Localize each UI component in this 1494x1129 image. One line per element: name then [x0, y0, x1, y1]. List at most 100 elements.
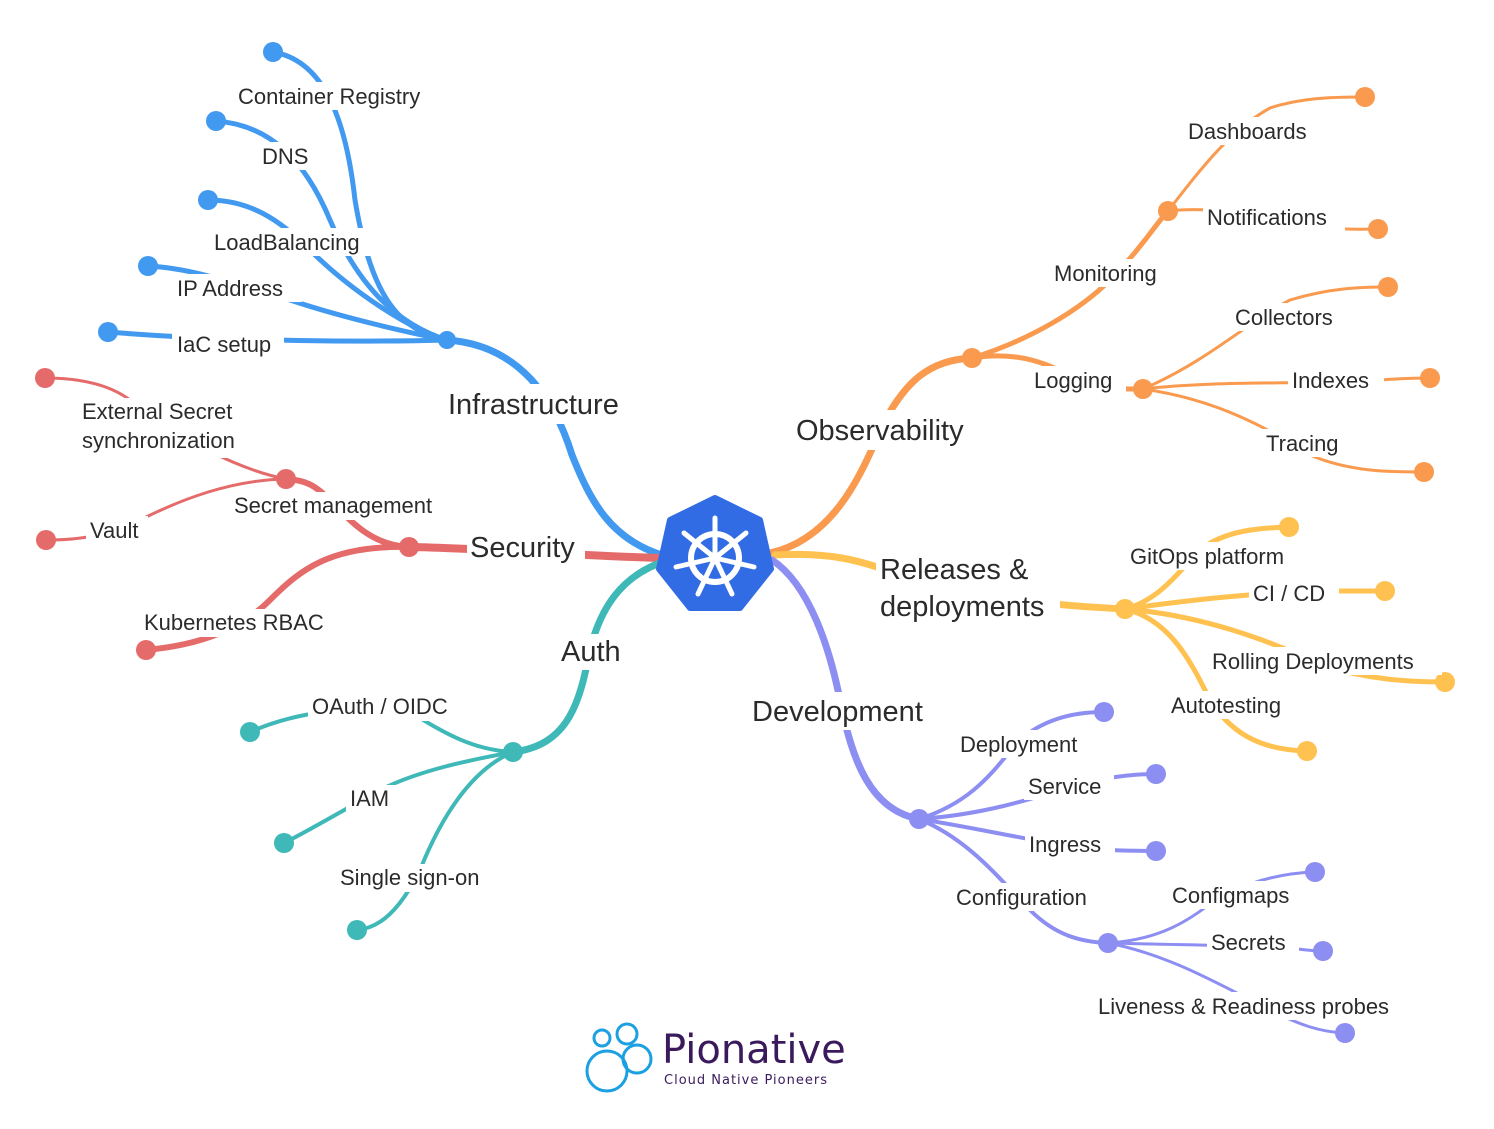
leaf-dot-configmaps[interactable]: [1305, 862, 1325, 882]
leaf-label-rbac[interactable]: Kubernetes RBAC: [144, 610, 324, 635]
branch-label-releases-line2[interactable]: deployments: [880, 591, 1044, 623]
label-bg-infrastructure: [444, 384, 636, 424]
branch-label-observability[interactable]: Observability: [796, 415, 964, 447]
node-dot-logging[interactable]: [1133, 379, 1153, 399]
leaf-label-dashboards[interactable]: Dashboards: [1188, 119, 1307, 144]
label-bg-configuration: [952, 883, 1106, 911]
leaf-label-indexes[interactable]: Indexes: [1292, 368, 1369, 393]
leaf-label-gitops[interactable]: GitOps platform: [1130, 544, 1284, 569]
leaf-label-oauth[interactable]: OAuth / OIDC: [312, 694, 448, 719]
edge-dashboards: [1166, 95, 1367, 213]
leaf-label-secrets[interactable]: Secrets: [1211, 930, 1286, 955]
leaf-dot-collectors[interactable]: [1378, 277, 1398, 297]
node-dot-releases[interactable]: [1115, 599, 1135, 619]
leaf-dot-rbac[interactable]: [136, 640, 156, 660]
leaf-dot-cicd[interactable]: [1375, 581, 1395, 601]
leaf-dot-dns[interactable]: [206, 111, 226, 131]
leaf-dot-indexes[interactable]: [1420, 368, 1440, 388]
branch-label-auth[interactable]: Auth: [561, 636, 621, 668]
leaf-label-dns[interactable]: DNS: [262, 144, 308, 169]
branch-label-infrastructure[interactable]: Infrastructure: [448, 389, 619, 421]
leaf-dot-dashboards[interactable]: [1355, 87, 1375, 107]
branch-label-security[interactable]: Security: [470, 532, 575, 564]
leaf-dot-vault[interactable]: [36, 530, 56, 550]
leaf-label-external-secret-line2[interactable]: synchronization: [82, 428, 235, 453]
label-bg-secret-management: [230, 492, 458, 520]
leaf-dot-gitops[interactable]: [1279, 517, 1299, 537]
leaf-label-external-secret-line1[interactable]: External Secret: [82, 399, 232, 424]
leaf-dot-oauth[interactable]: [240, 722, 260, 742]
leaf-dot-iam[interactable]: [274, 833, 294, 853]
leaf-dot-rolling[interactable]: [1435, 672, 1455, 692]
leaf-dot-loadbalancing[interactable]: [198, 190, 218, 210]
label-bg-dns: [258, 142, 320, 170]
leaf-label-probes[interactable]: Liveness & Readiness probes: [1098, 994, 1389, 1019]
leaf-label-cicd[interactable]: CI / CD: [1253, 581, 1325, 606]
edge-loadbalancing: [205, 197, 450, 343]
label-bg-iam: [346, 785, 398, 813]
leaf-label-loadbalancing[interactable]: LoadBalancing: [214, 230, 360, 255]
node-dot-security[interactable]: [399, 537, 419, 557]
leaf-label-vault[interactable]: Vault: [90, 518, 139, 543]
leaf-dot-secrets[interactable]: [1313, 941, 1333, 961]
leaf-dot-probes[interactable]: [1335, 1023, 1355, 1043]
leaf-label-deployment[interactable]: Deployment: [960, 732, 1077, 757]
label-bg-monitoring: [1050, 259, 1174, 287]
node-dot-development[interactable]: [909, 809, 929, 829]
label-bg-collectors: [1231, 303, 1349, 331]
leaf-dot-container-registry[interactable]: [263, 42, 283, 62]
leaf-label-autotesting[interactable]: Autotesting: [1171, 693, 1281, 718]
leaf-label-service[interactable]: Service: [1028, 774, 1101, 799]
leaf-dot-notifications[interactable]: [1368, 219, 1388, 239]
node-label-configuration[interactable]: Configuration: [956, 885, 1087, 910]
leaf-label-sso[interactable]: Single sign-on: [340, 865, 479, 890]
leaf-dot-service[interactable]: [1146, 764, 1166, 784]
node-label-monitoring[interactable]: Monitoring: [1054, 261, 1157, 286]
node-dot-infrastructure[interactable]: [438, 331, 456, 349]
edge-iac-setup: [105, 329, 450, 344]
leaf-label-iac-setup[interactable]: IaC setup: [177, 332, 271, 357]
leaf-label-tracing[interactable]: Tracing: [1266, 431, 1339, 456]
label-bg-service: [1024, 772, 1114, 800]
leaf-dot-external-secret[interactable]: [35, 368, 55, 388]
leaf-dot-ip-address[interactable]: [138, 256, 158, 276]
leaf-dot-ingress[interactable]: [1146, 841, 1166, 861]
leaf-label-notifications[interactable]: Notifications: [1207, 205, 1327, 230]
label-bg-sso: [336, 864, 500, 892]
node-label-secret-management[interactable]: Secret management: [234, 493, 432, 518]
node-label-logging[interactable]: Logging: [1034, 368, 1112, 393]
brand-name: Pionative: [662, 1027, 846, 1073]
leaf-dot-sso[interactable]: [347, 920, 367, 940]
node-dot-monitoring[interactable]: [1158, 201, 1178, 221]
leaf-label-ip-address[interactable]: IP Address: [177, 276, 283, 301]
branch-label-releases-line1[interactable]: Releases &: [880, 554, 1028, 586]
edge-center-observability: [766, 354, 976, 557]
label-bg-security: [467, 529, 585, 565]
leaf-label-iam[interactable]: IAM: [350, 786, 389, 811]
leaf-label-ingress[interactable]: Ingress: [1029, 832, 1101, 857]
edge-rbac: [143, 543, 412, 653]
leaf-label-collectors[interactable]: Collectors: [1235, 305, 1333, 330]
leaf-label-rolling[interactable]: Rolling Deployments: [1212, 649, 1414, 674]
leaf-dot-autotesting[interactable]: [1297, 741, 1317, 761]
label-bg-probes: [1094, 992, 1428, 1020]
leaf-label-configmaps[interactable]: Configmaps: [1172, 883, 1289, 908]
node-dot-observability[interactable]: [962, 348, 982, 368]
label-bg-container-registry: [235, 82, 445, 110]
label-bg-rbac: [140, 609, 346, 637]
node-dot-secret-management[interactable]: [276, 469, 296, 489]
leaf-dot-deployment[interactable]: [1094, 702, 1114, 722]
node-dot-auth[interactable]: [503, 742, 523, 762]
edge-iam: [282, 750, 515, 845]
leaf-label-container-registry[interactable]: Container Registry: [238, 84, 420, 109]
node-dot-configuration[interactable]: [1098, 933, 1118, 953]
edge-sso: [355, 750, 515, 932]
leaf-dot-iac-setup[interactable]: [98, 322, 118, 342]
label-bg-deployment: [956, 730, 1096, 758]
label-bg-observability: [792, 410, 980, 450]
branch-label-development[interactable]: Development: [752, 696, 923, 728]
kubernetes-helm-icon[interactable]: [656, 495, 774, 611]
leaf-dot-tracing[interactable]: [1414, 462, 1434, 482]
